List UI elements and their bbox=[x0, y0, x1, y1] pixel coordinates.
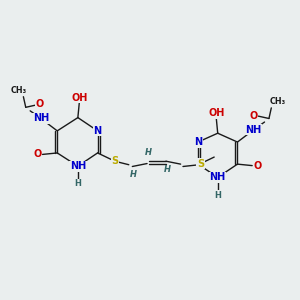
Text: H: H bbox=[164, 165, 171, 174]
Text: NH: NH bbox=[33, 113, 49, 124]
Text: H: H bbox=[145, 148, 152, 158]
Text: S: S bbox=[111, 156, 118, 166]
Text: CH₃: CH₃ bbox=[270, 97, 286, 106]
Text: NH: NH bbox=[210, 172, 226, 182]
Text: OH: OH bbox=[71, 93, 88, 103]
Text: O: O bbox=[36, 99, 44, 110]
Text: O: O bbox=[33, 149, 41, 159]
Text: N: N bbox=[94, 126, 102, 136]
Text: NH: NH bbox=[245, 125, 262, 135]
Text: NH: NH bbox=[70, 161, 86, 171]
Text: H: H bbox=[130, 170, 137, 179]
Text: S: S bbox=[197, 158, 204, 169]
Text: H: H bbox=[214, 190, 221, 200]
Text: OH: OH bbox=[208, 108, 224, 118]
Text: O: O bbox=[249, 110, 257, 121]
Text: O: O bbox=[254, 160, 262, 171]
Text: H: H bbox=[74, 179, 81, 188]
Text: CH₃: CH₃ bbox=[10, 86, 26, 95]
Text: N: N bbox=[194, 137, 202, 147]
